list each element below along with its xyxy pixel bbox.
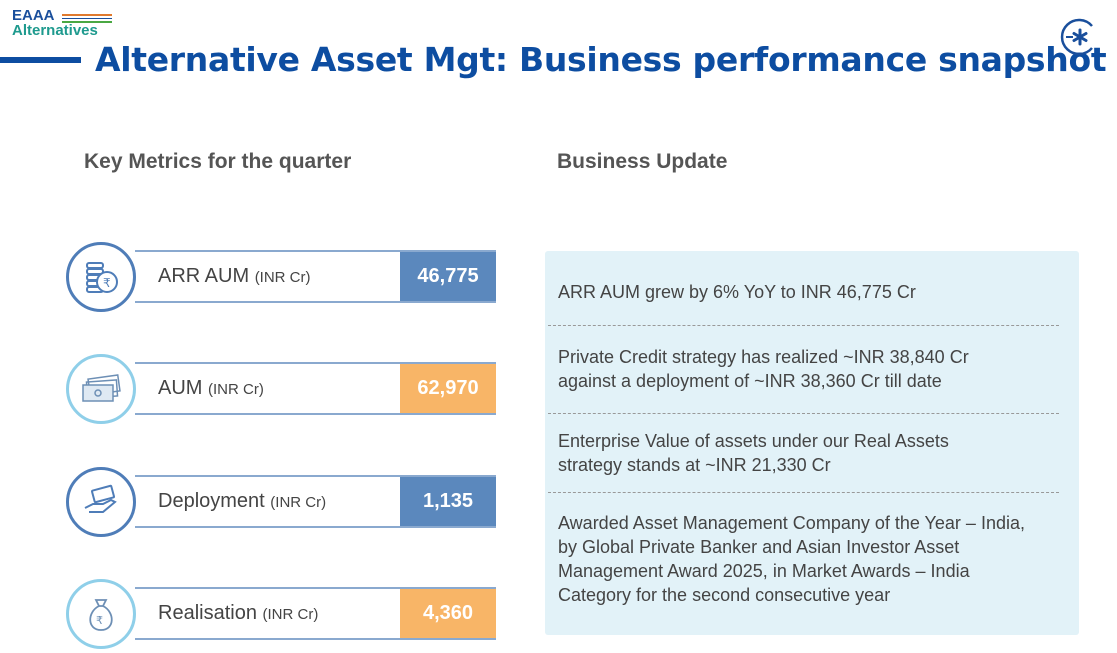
metric-value: 62,970 [400,364,496,413]
svg-text:₹: ₹ [96,615,103,627]
banknotes-icon [66,354,136,424]
logo-eaaa: EAAA [12,7,55,24]
title-accent-bar [0,57,81,63]
key-metrics-heading: Key Metrics for the quarter [84,150,352,173]
hand-money-icon [66,467,136,537]
page-title: Alternative Asset Mgt: Business performa… [95,40,1107,79]
business-update-heading: Business Update [557,150,728,173]
svg-text:₹: ₹ [103,276,111,290]
update-item: Private Credit strategy has realized ~IN… [558,347,969,391]
coins-rupee-icon: ₹ [66,242,136,312]
metric-value: 46,775 [400,252,496,301]
update-item: Enterprise Value of assets under our Rea… [558,431,949,475]
metric-realisation: ₹ Realisation (INR Cr) 4,360 [64,577,496,653]
business-update-panel: ARR AUM grew by 6% YoY to INR 46,775 Cr … [545,251,1079,635]
metric-label: ARR AUM (INR Cr) [158,265,311,287]
logo-lines [62,14,112,25]
metric-value: 4,360 [400,589,496,638]
metric-label: AUM (INR Cr) [158,377,264,399]
company-logo: EAAA Alternatives [12,7,112,39]
metric-value: 1,135 [400,477,496,526]
divider [548,413,1059,414]
metric-aum: AUM (INR Cr) 62,970 [64,352,496,428]
divider [548,325,1059,326]
asterisk-logo-icon [1060,18,1093,56]
money-bag-icon: ₹ [66,579,136,649]
update-item: Awarded Asset Management Company of the … [558,513,1025,605]
metric-label: Deployment (INR Cr) [158,490,327,512]
metric-arr-aum: ₹ ARR AUM (INR Cr) 46,775 [64,240,496,316]
logo-alternatives: Alternatives [12,22,98,39]
update-item: ARR AUM grew by 6% YoY to INR 46,775 Cr [558,282,916,302]
metric-label: Realisation (INR Cr) [158,602,319,624]
divider [548,492,1059,493]
metric-deployment: Deployment (INR Cr) 1,135 [64,465,496,541]
